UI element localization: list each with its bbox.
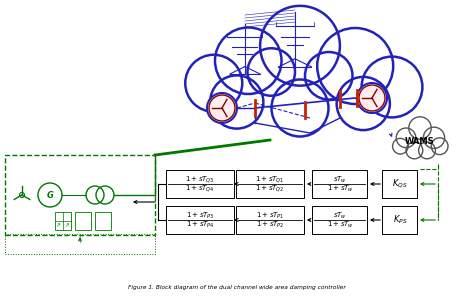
Text: $1+sT_{Q1}$: $1+sT_{Q1}$ bbox=[255, 175, 285, 185]
Text: $sT_w$: $sT_w$ bbox=[333, 211, 347, 221]
Circle shape bbox=[357, 83, 387, 113]
Circle shape bbox=[272, 79, 328, 137]
Bar bbox=[5, 234, 155, 254]
Text: $K_{PS}$: $K_{PS}$ bbox=[393, 214, 407, 226]
Circle shape bbox=[317, 28, 393, 104]
Circle shape bbox=[423, 127, 445, 149]
Text: G: G bbox=[46, 191, 54, 200]
Text: $1+sT_w$: $1+sT_w$ bbox=[327, 220, 354, 230]
Bar bbox=[312, 206, 367, 234]
Circle shape bbox=[209, 95, 235, 121]
Circle shape bbox=[260, 6, 340, 86]
Text: $sT_w$: $sT_w$ bbox=[333, 175, 347, 185]
Circle shape bbox=[215, 27, 282, 94]
Text: $1+sT_{P3}$: $1+sT_{P3}$ bbox=[186, 211, 214, 221]
Circle shape bbox=[409, 117, 431, 139]
Text: WAMS: WAMS bbox=[405, 137, 435, 146]
Text: $1+sT_{Q2}$: $1+sT_{Q2}$ bbox=[255, 184, 285, 194]
Circle shape bbox=[210, 76, 264, 129]
Text: $1+sT_{P1}$: $1+sT_{P1}$ bbox=[256, 211, 284, 221]
Bar bbox=[5, 155, 155, 235]
Circle shape bbox=[207, 93, 237, 123]
Text: Figure 1. Block diagram of the dual channel wide area damping controller: Figure 1. Block diagram of the dual chan… bbox=[128, 285, 346, 290]
Circle shape bbox=[337, 77, 390, 130]
Bar bbox=[55, 212, 71, 230]
Circle shape bbox=[359, 85, 385, 111]
Circle shape bbox=[185, 55, 242, 112]
Circle shape bbox=[396, 128, 416, 148]
Circle shape bbox=[247, 48, 295, 96]
Circle shape bbox=[406, 142, 423, 159]
Bar bbox=[166, 206, 234, 234]
Circle shape bbox=[362, 56, 422, 117]
Bar bbox=[383, 206, 418, 234]
Text: $1+sT_w$: $1+sT_w$ bbox=[327, 184, 354, 194]
Bar bbox=[75, 212, 91, 230]
Text: $K_{QS}$: $K_{QS}$ bbox=[392, 178, 408, 190]
Circle shape bbox=[431, 138, 448, 155]
Text: ↗: ↗ bbox=[55, 223, 60, 229]
Text: $1+sT_{Q4}$: $1+sT_{Q4}$ bbox=[185, 184, 215, 194]
Bar bbox=[312, 170, 367, 198]
Circle shape bbox=[305, 52, 353, 99]
Text: $1+sT_{Q3}$: $1+sT_{Q3}$ bbox=[185, 175, 215, 185]
Text: $1+sT_{P4}$: $1+sT_{P4}$ bbox=[186, 220, 214, 230]
Bar bbox=[383, 170, 418, 198]
Text: ↗: ↗ bbox=[64, 223, 69, 229]
Bar bbox=[166, 170, 234, 198]
Bar bbox=[236, 206, 304, 234]
Bar bbox=[95, 212, 111, 230]
Circle shape bbox=[419, 142, 436, 159]
Text: $1+sT_{P2}$: $1+sT_{P2}$ bbox=[255, 220, 284, 230]
Bar bbox=[236, 170, 304, 198]
Circle shape bbox=[392, 138, 408, 154]
